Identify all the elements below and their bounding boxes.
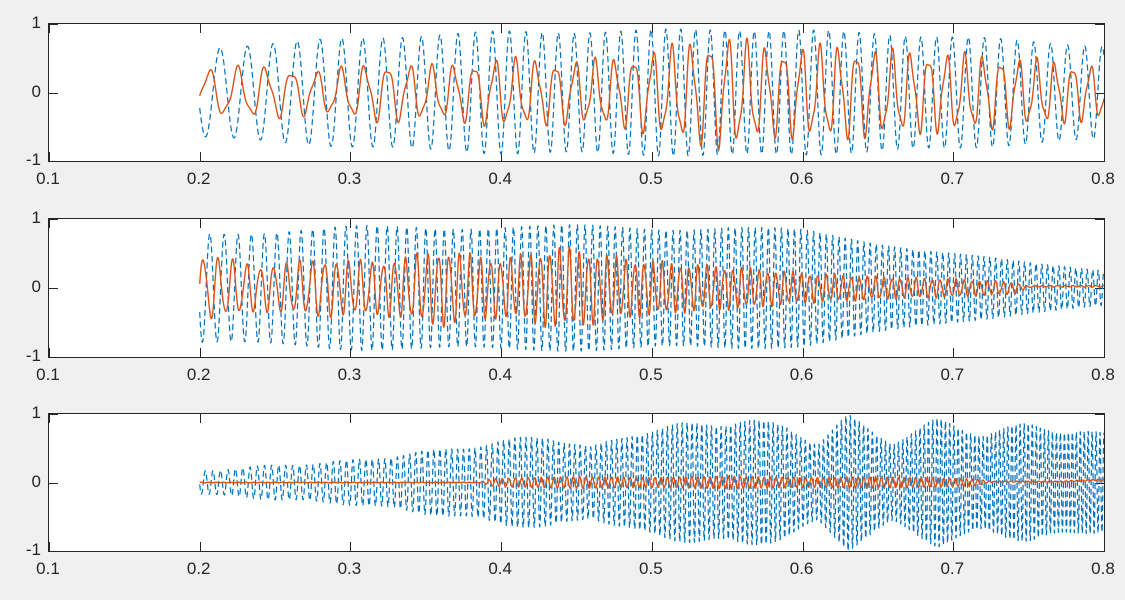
x-tick-label: 0.3 <box>337 365 362 384</box>
x-tick-label: 0.1 <box>36 559 60 578</box>
x-tick-label: 0.2 <box>186 365 211 384</box>
x-tick-label: 0.4 <box>488 365 512 384</box>
subplot-3-plot-area <box>49 414 1104 551</box>
x-tick-label: 0.1 <box>36 169 60 188</box>
x-tick-label: 0.8 <box>1091 169 1115 188</box>
x-tick-label: 0.8 <box>1091 365 1115 384</box>
x-tick-label: 0.4 <box>488 169 512 188</box>
subplot-1-plot-area <box>49 24 1104 161</box>
y-tick-label: -1 <box>25 150 41 169</box>
x-tick-label: 0.5 <box>639 559 663 578</box>
x-tick-label: 0.6 <box>789 365 814 384</box>
y-tick-label: 1 <box>31 13 41 32</box>
x-tick-label: 0.3 <box>337 169 362 188</box>
subplot-2 <box>48 218 1105 358</box>
y-tick-label: -1 <box>25 540 41 559</box>
y-tick-label: 0 <box>31 471 41 491</box>
x-tick-label: 0.4 <box>488 559 512 578</box>
x-tick-label: 0.5 <box>639 365 663 384</box>
y-tick-label: 0 <box>31 277 41 296</box>
x-tick-label: 0.6 <box>789 559 814 578</box>
x-tick-label: 0.2 <box>186 169 211 188</box>
subplot-2-plot-area <box>49 219 1104 357</box>
y-tick-label: 1 <box>31 208 41 227</box>
x-tick-label: 0.7 <box>940 169 965 188</box>
x-tick-label: 0.5 <box>639 169 663 188</box>
subplot-1 <box>48 23 1105 162</box>
x-tick-label: 0.1 <box>36 365 60 384</box>
subplot-3 <box>48 413 1105 552</box>
x-tick-label: 0.2 <box>186 559 211 578</box>
x-tick-label: 0.6 <box>789 169 814 188</box>
x-tick-label: 0.8 <box>1091 559 1115 578</box>
y-tick-label: 1 <box>31 403 41 422</box>
y-tick-label: -1 <box>25 346 41 365</box>
y-tick-label: 0 <box>31 81 41 101</box>
x-tick-label: 0.3 <box>337 559 362 578</box>
x-tick-label: 0.7 <box>940 559 965 578</box>
x-tick-label: 0.7 <box>940 365 965 384</box>
